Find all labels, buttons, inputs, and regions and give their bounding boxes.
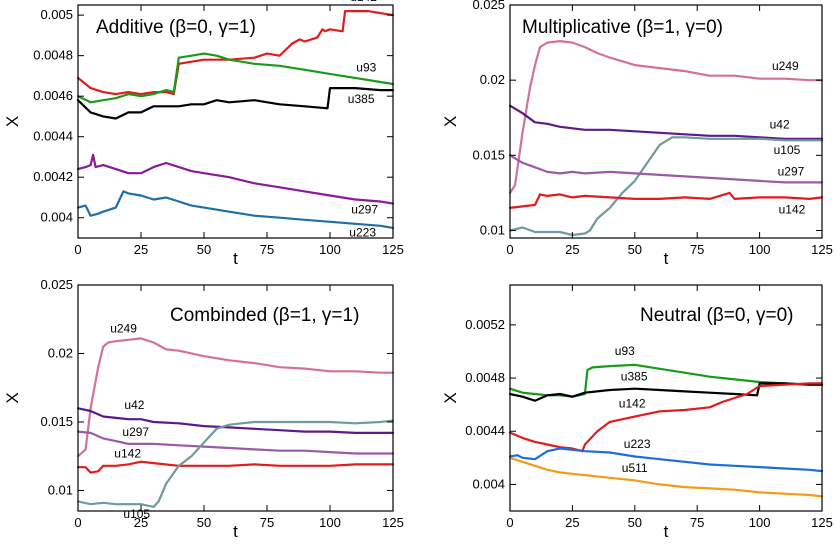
- x-tick-label: 125: [811, 515, 833, 530]
- series-label-u42: u42: [770, 118, 790, 132]
- series-line-u142: [76, 460, 395, 474]
- y-tick-label: 0.0044: [33, 129, 73, 144]
- series-label-u385: u385: [348, 92, 375, 106]
- series-line-u297: [76, 430, 395, 455]
- series-line-u93: [508, 363, 824, 398]
- series-line-u249: [508, 40, 824, 194]
- y-axis-label: X: [3, 392, 22, 403]
- y-tick-label: 0.025: [472, 0, 505, 12]
- series-label-u249: u249: [772, 59, 799, 73]
- y-tick-label: 0.0052: [465, 317, 505, 332]
- x-tick-label: 50: [197, 242, 211, 257]
- series-line-u42: [76, 407, 395, 434]
- x-tick-label: 125: [811, 242, 833, 257]
- x-tick-label: 75: [260, 242, 274, 257]
- series-label-u142: u142: [114, 447, 141, 461]
- x-tick-label: 100: [749, 515, 771, 530]
- y-tick-label: 0.004: [472, 476, 505, 491]
- series-line-u223: [76, 190, 395, 229]
- series-label-u42: u42: [124, 398, 144, 412]
- x-tick-label: 25: [565, 242, 579, 257]
- y-tick-label: 0.0048: [33, 48, 73, 63]
- series-label-u249: u249: [110, 322, 137, 336]
- x-axis-label: t: [664, 249, 669, 268]
- y-tick-label: 0.025: [40, 277, 73, 292]
- series-label-u105: u105: [774, 143, 801, 157]
- series-line-u297: [76, 153, 395, 205]
- series-line-u105: [508, 136, 824, 237]
- series-line-u385: [508, 382, 824, 402]
- x-tick-label: 0: [506, 515, 513, 530]
- series-line-u142: [76, 10, 395, 96]
- y-tick-label: 0.004: [40, 210, 73, 225]
- plot-frame: [509, 284, 823, 512]
- series-line-u142: [508, 382, 824, 453]
- y-tick-label: 0.01: [48, 482, 73, 497]
- y-tick-label: 0.01: [480, 222, 505, 237]
- series-label-u297: u297: [778, 164, 805, 178]
- series-label-u93: u93: [615, 344, 635, 358]
- x-axis-label: t: [233, 249, 238, 268]
- y-tick-label: 0.02: [480, 72, 505, 87]
- series-label-u297: u297: [351, 202, 378, 216]
- x-tick-label: 100: [749, 242, 771, 257]
- panel-title: Combinded (β=1, γ=1): [170, 305, 359, 326]
- x-tick-label: 0: [506, 242, 513, 257]
- series-line-u297: [508, 154, 824, 184]
- x-tick-label: 25: [134, 242, 148, 257]
- y-tick-label: 0.015: [40, 414, 73, 429]
- series-label-u511: u511: [622, 461, 648, 475]
- y-axis-label: X: [441, 116, 460, 127]
- series-line-u249: [76, 337, 395, 458]
- series-label-u93: u93: [356, 60, 376, 74]
- y-tick-label: 0.02: [48, 345, 73, 360]
- plot-frame: [509, 4, 823, 239]
- plot-frame: [77, 284, 394, 512]
- panel-title: Multiplicative (β=1, γ=0): [522, 17, 723, 38]
- x-tick-label: 75: [690, 515, 704, 530]
- x-tick-label: 50: [628, 515, 642, 530]
- series-label-u223: u223: [349, 226, 376, 240]
- series-label-u142: u142: [779, 202, 806, 216]
- series-label-u142: u142: [350, 0, 377, 4]
- x-tick-label: 50: [628, 242, 642, 257]
- series-line-u42: [508, 104, 824, 140]
- series-label-u142: u142: [619, 397, 646, 411]
- x-tick-label: 125: [382, 515, 404, 530]
- x-tick-label: 125: [382, 242, 404, 257]
- y-tick-label: 0.0048: [465, 370, 505, 385]
- x-tick-label: 25: [134, 515, 148, 530]
- plot-frame: [77, 4, 394, 239]
- series-line-u511: [508, 456, 824, 498]
- y-axis-label: X: [3, 116, 22, 127]
- x-tick-label: 100: [319, 242, 341, 257]
- series-label-u385: u385: [621, 370, 648, 384]
- y-tick-label: 0.0042: [33, 169, 73, 184]
- panel-title: Neutral (β=0, γ=0): [640, 305, 794, 326]
- y-tick-label: 0.0046: [33, 88, 73, 103]
- series-line-u93: [76, 52, 395, 104]
- x-tick-label: 50: [197, 515, 211, 530]
- x-tick-label: 100: [319, 515, 341, 530]
- x-tick-label: 0: [74, 515, 81, 530]
- x-axis-label: t: [233, 522, 238, 539]
- x-axis-label: t: [664, 522, 669, 539]
- panel-title: Additive (β=0, γ=1): [96, 17, 256, 38]
- y-tick-label: 0.005: [40, 7, 73, 22]
- x-tick-label: 75: [260, 515, 274, 530]
- series-label-u223: u223: [624, 437, 651, 451]
- x-tick-label: 0: [74, 242, 81, 257]
- series-line-u223: [508, 447, 824, 473]
- x-tick-label: 75: [690, 242, 704, 257]
- x-tick-label: 25: [565, 515, 579, 530]
- series-line-u142: [508, 191, 824, 209]
- series-line-u385: [76, 87, 395, 120]
- y-tick-label: 0.015: [472, 147, 505, 162]
- y-tick-label: 0.0044: [465, 423, 505, 438]
- series-line-u105: [76, 419, 395, 508]
- series-label-u297: u297: [122, 425, 149, 439]
- y-axis-label: X: [441, 392, 460, 403]
